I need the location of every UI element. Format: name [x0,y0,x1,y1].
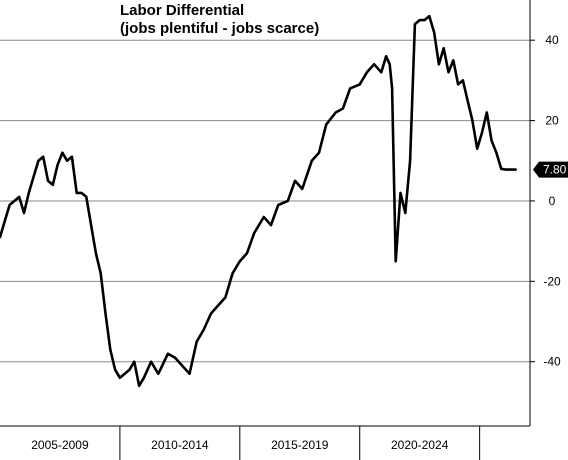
x-tick-label: 2015-2019 [271,438,329,452]
axes [0,0,535,460]
chart-subtitle: (jobs plentiful - jobs scarce) [120,20,320,37]
last-value-tag: 7.80 [533,161,568,178]
y-tick-label: -20 [543,274,561,288]
y-axis-labels: 40 20 0 -20 -40 [543,33,561,369]
y-tick-label: -40 [543,355,561,369]
y-tick-label: 0 [549,194,556,208]
series-layer [0,14,517,388]
x-tick-label: 2020-2024 [391,438,449,452]
y-tick-label: 20 [545,114,559,128]
last-value-tag-shape [533,161,568,178]
x-tick-label: 2005-2009 [31,438,89,452]
chart-title: Labor Differential [120,2,245,19]
x-axis-labels: 2005-2009 2010-2014 2015-2019 2020-2024 [31,438,448,452]
last-value-label: 7.80 [543,163,567,177]
chart-title-block: Labor Differential (jobs plentiful - job… [120,2,319,38]
y-tick-label: 40 [545,33,559,47]
series-line [0,14,517,388]
grid [0,39,530,363]
x-tick-label: 2010-2014 [151,438,209,452]
